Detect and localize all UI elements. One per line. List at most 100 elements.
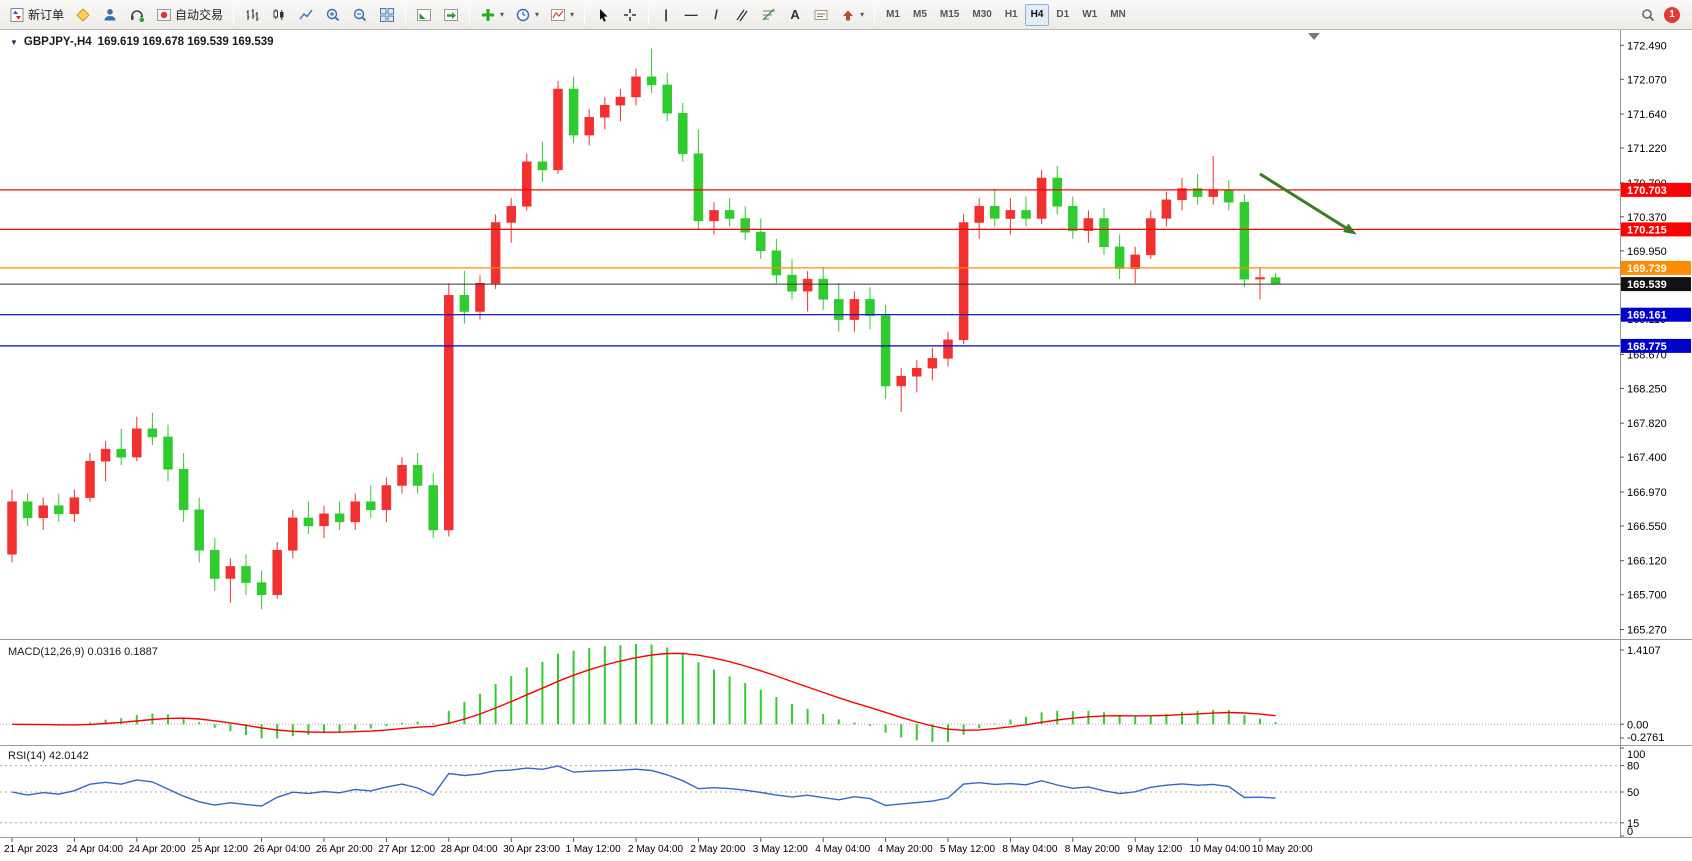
channel-icon <box>736 9 748 21</box>
svg-text:1.4107: 1.4107 <box>1627 645 1661 657</box>
community-button[interactable] <box>97 3 123 27</box>
svg-text:0.00: 0.00 <box>1627 719 1648 731</box>
svg-text:50: 50 <box>1627 787 1639 799</box>
candlestick-chart-button[interactable] <box>266 3 292 27</box>
svg-text:10 May 04:00: 10 May 04:00 <box>1190 844 1251 855</box>
text-tool-button[interactable]: A <box>783 3 807 27</box>
time-axis[interactable]: 21 Apr 2023 24 Apr 04:00 24 Apr 20:00 25 Ap… <box>4 838 1313 855</box>
svg-text:0: 0 <box>1627 826 1633 838</box>
macd-signal-line <box>11 652 1276 733</box>
rsi-indicator-label: RSI(14) 42.0142 <box>8 750 89 762</box>
toolbar-separator <box>233 4 235 25</box>
svg-text:171.640: 171.640 <box>1627 109 1667 121</box>
bar-chart-button[interactable] <box>239 3 265 27</box>
line-chart-button[interactable] <box>293 3 319 27</box>
svg-text:171.220: 171.220 <box>1627 143 1667 155</box>
chart-shift-marker[interactable] <box>1308 33 1320 40</box>
trend-arrow-object[interactable] <box>1259 172 1350 232</box>
toolbar-separator <box>874 4 876 25</box>
dropdown-arrow-icon: ▾ <box>570 9 575 19</box>
toolbar-separator <box>584 4 586 25</box>
svg-text:166.970: 166.970 <box>1627 487 1667 499</box>
zoom-in-button[interactable] <box>320 3 346 27</box>
zoom-out-icon <box>353 8 367 21</box>
indicators-button[interactable]: ▾ <box>475 3 509 27</box>
crosshair-icon <box>624 8 637 21</box>
chart-canvas[interactable]: 172.490172.070171.640171.220170.790170.3… <box>0 30 1692 861</box>
dropdown-arrow-icon: ▾ <box>535 9 540 19</box>
timeframe-h1-button[interactable]: H1 <box>999 4 1024 26</box>
svg-text:168.250: 168.250 <box>1627 383 1667 395</box>
macd-histogram <box>26 644 1277 742</box>
timeframe-h4-button[interactable]: H4 <box>1024 3 1050 26</box>
new-order-button[interactable]: 新订单 <box>4 3 69 27</box>
search-icon <box>1642 8 1655 21</box>
svg-text:172.490: 172.490 <box>1627 40 1667 52</box>
svg-text:8 May 04:00: 8 May 04:00 <box>1002 844 1057 855</box>
svg-text:10 May 20:00: 10 May 20:00 <box>1252 844 1313 855</box>
chart-shift-button[interactable] <box>438 3 464 27</box>
candles-layer <box>7 48 1281 610</box>
fibonacci-tool-button[interactable] <box>756 3 782 27</box>
bar-chart-icon <box>246 8 259 21</box>
new-order-label: 新订单 <box>28 8 65 22</box>
candlestick-chart-icon <box>273 8 284 20</box>
line-chart-icon <box>299 9 313 19</box>
svg-text:26 Apr 20:00: 26 Apr 20:00 <box>316 844 373 855</box>
timeframe-m15-button[interactable]: M15 <box>934 4 965 26</box>
svg-text:24 Apr 20:00: 24 Apr 20:00 <box>129 844 186 855</box>
arrows-tool-button[interactable]: ▾ <box>835 3 869 27</box>
svg-text:169.161: 169.161 <box>1627 310 1667 322</box>
timeframe-mn-button[interactable]: MN <box>1104 4 1132 26</box>
svg-text:100: 100 <box>1627 749 1645 761</box>
rsi-line <box>11 765 1276 807</box>
templates-button[interactable]: ▾ <box>545 3 579 27</box>
toolbar-separator <box>648 4 650 25</box>
timeframe-m30-button[interactable]: M30 <box>966 4 997 26</box>
svg-text:25 Apr 12:00: 25 Apr 12:00 <box>191 844 248 855</box>
periods-clock-icon <box>516 8 530 21</box>
auto-scroll-button[interactable] <box>411 3 437 27</box>
one-click-trading-icon[interactable]: ▼ <box>10 37 18 47</box>
svg-text:166.120: 166.120 <box>1627 556 1667 568</box>
svg-text:169.739: 169.739 <box>1627 263 1667 275</box>
symbol-period-label: GBPJPY-,H4 <box>23 36 92 48</box>
chart-shift-icon <box>444 8 459 21</box>
tile-windows-button[interactable] <box>374 3 400 27</box>
macd-indicator-label: MACD(12,26,9) 0.0316 0.1887 <box>8 646 158 658</box>
svg-text:168.775: 168.775 <box>1627 341 1667 353</box>
timeframe-d1-button[interactable]: D1 <box>1050 4 1075 26</box>
svg-text:26 Apr 04:00: 26 Apr 04:00 <box>254 844 311 855</box>
timeframe-w1-button[interactable]: W1 <box>1076 4 1103 26</box>
chart-background[interactable] <box>0 30 1692 861</box>
periods-button[interactable]: ▾ <box>510 3 544 27</box>
trendline-tool-button[interactable]: / <box>704 3 728 27</box>
trendline-icon: / <box>714 7 718 22</box>
vertical-line-tool-button[interactable]: | <box>654 3 678 27</box>
market-button[interactable] <box>124 3 150 27</box>
horizontal-line-tool-button[interactable]: — <box>679 3 703 27</box>
trend-arrow-head <box>1343 223 1357 235</box>
channel-tool-button[interactable] <box>729 3 755 27</box>
svg-text:-0.2761: -0.2761 <box>1627 732 1664 744</box>
svg-text:169.950: 169.950 <box>1627 246 1667 258</box>
autotrading-button[interactable]: 自动交易 <box>151 3 228 27</box>
svg-text:80: 80 <box>1627 761 1639 773</box>
crosshair-button[interactable] <box>617 3 643 27</box>
cursor-button[interactable] <box>590 3 616 27</box>
timeframe-m5-button[interactable]: M5 <box>907 4 933 26</box>
price-tag: 170.703 <box>1621 182 1691 197</box>
search-button[interactable] <box>1635 3 1661 27</box>
text-label-tool-button[interactable] <box>808 3 834 27</box>
notification-badge[interactable]: 1 <box>1664 6 1680 23</box>
timeframe-m1-button[interactable]: M1 <box>880 4 906 26</box>
metaeditor-button[interactable] <box>70 3 96 27</box>
metaeditor-icon <box>76 7 90 22</box>
toolbar-separator <box>469 4 471 25</box>
svg-text:1 May 12:00: 1 May 12:00 <box>566 844 621 855</box>
svg-text:15: 15 <box>1627 818 1639 830</box>
svg-text:3 May 12:00: 3 May 12:00 <box>753 844 808 855</box>
indicators-plus-icon <box>482 8 495 21</box>
horizontal-line-icon: — <box>684 7 698 22</box>
zoom-out-button[interactable] <box>347 3 373 27</box>
